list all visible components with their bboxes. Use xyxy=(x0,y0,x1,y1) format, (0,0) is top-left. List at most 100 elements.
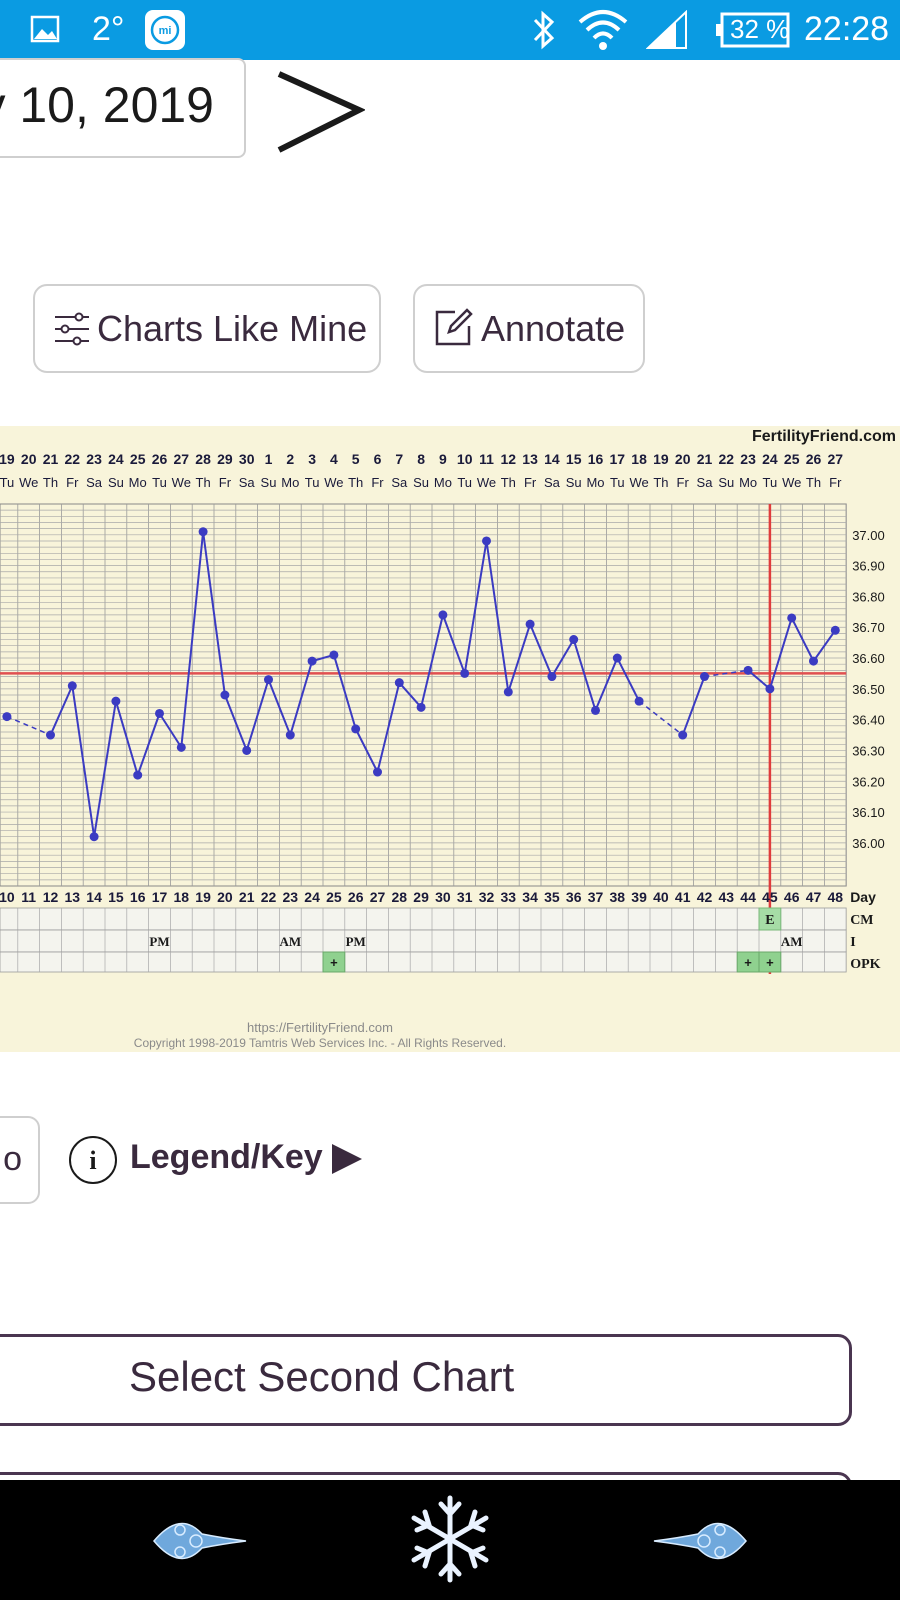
temperature-segment xyxy=(180,531,205,748)
temperature-segment xyxy=(376,682,401,773)
y-tick-label: 36.90 xyxy=(852,559,885,574)
cycle-day-label: 27 xyxy=(370,889,386,905)
cycle-day-label: 28 xyxy=(392,889,408,905)
temperature-point xyxy=(111,696,121,706)
info-icon[interactable]: i xyxy=(68,1135,118,1185)
date-label: 3 xyxy=(308,451,316,467)
intercourse-value: PM xyxy=(149,934,169,949)
date-label: 22 xyxy=(65,451,81,467)
ornament-left-icon[interactable] xyxy=(150,1504,250,1578)
cycle-day-label: 42 xyxy=(697,889,713,905)
y-tick-label: 36.20 xyxy=(852,774,885,789)
cycle-day-label: 12 xyxy=(43,889,59,905)
weekday-label: Su xyxy=(261,475,277,490)
cycle-day-label: 38 xyxy=(610,889,626,905)
weekday-label: Tu xyxy=(0,475,14,490)
temperature-segment xyxy=(354,728,379,773)
weekday-label: Sa xyxy=(544,475,561,490)
temperature-segment xyxy=(158,712,183,748)
date-label: 19 xyxy=(653,451,669,467)
weekday-label: Tu xyxy=(610,475,625,490)
ornament-right-icon[interactable] xyxy=(650,1504,750,1578)
temperature-point xyxy=(198,527,208,537)
temperature-point xyxy=(743,665,753,675)
temperature-segment xyxy=(572,639,597,711)
annotate-label: Annotate xyxy=(481,308,626,349)
weekday-label: Fr xyxy=(677,475,690,490)
opk-value: + xyxy=(766,955,774,970)
legend-key-link[interactable]: Legend/Key xyxy=(130,1138,323,1176)
cycle-day-label: 14 xyxy=(86,889,102,905)
svg-text:i: i xyxy=(89,1146,96,1175)
charts-like-mine-label: Charts Like Mine xyxy=(97,308,368,349)
cycle-day-label: 21 xyxy=(239,889,255,905)
temperature-point xyxy=(547,672,557,682)
weekday-label: Mo xyxy=(739,475,757,490)
date-label: 21 xyxy=(697,451,713,467)
date-label: 13 xyxy=(522,451,538,467)
cycle-day-label: 35 xyxy=(544,889,560,905)
date-label: 24 xyxy=(762,451,778,467)
cycle-day-label: 10 xyxy=(0,889,15,905)
temperature-segment xyxy=(616,657,640,702)
date-label: 25 xyxy=(784,451,800,467)
snowflake-icon[interactable] xyxy=(405,1494,495,1584)
weekday-label: We xyxy=(629,475,648,490)
temperature-segment xyxy=(202,531,226,696)
weekday-label: Fr xyxy=(371,475,384,490)
cycle-day-label: 11 xyxy=(21,889,36,905)
cycle-day-label: 37 xyxy=(588,889,604,905)
signal-icon xyxy=(646,10,687,49)
y-tick-label: 36.10 xyxy=(852,805,885,820)
temperature-point xyxy=(176,742,186,752)
weekday-label: We xyxy=(477,475,496,490)
mi-app-icon: mi xyxy=(145,10,185,50)
temperature-segment-dashed xyxy=(6,715,51,736)
chart-footer-copyright: Copyright 1998-2019 Tamtris Web Services… xyxy=(133,1036,507,1050)
chevron-right-icon[interactable] xyxy=(275,70,365,156)
play-arrow-icon[interactable] xyxy=(330,1142,364,1176)
date-label: 15 xyxy=(566,451,582,467)
weekday-label: Fr xyxy=(66,475,79,490)
temperature-point xyxy=(285,730,295,740)
temperature-point xyxy=(460,668,470,678)
cycle-day-label: 43 xyxy=(719,889,735,905)
weekday-label: Mo xyxy=(281,475,299,490)
cycle-day-label: 17 xyxy=(152,889,168,905)
bbt-chart: FertilityFriend.com 19 20 21 22 23 24 25 26 27 28… xyxy=(0,426,900,1052)
temperature-point xyxy=(67,681,77,691)
weekday-label: We xyxy=(324,475,343,490)
opk-value: + xyxy=(744,955,752,970)
temperature-point xyxy=(525,619,535,629)
temperature-segment xyxy=(529,623,553,677)
cycle-day-label: 41 xyxy=(675,889,691,905)
battery-percent: 32 % xyxy=(730,14,790,44)
date-label: 18 xyxy=(631,451,647,467)
weekday-label: Sa xyxy=(239,475,256,490)
bbt-chart-svg: 19 20 21 22 23 24 25 26 27 28 29 30 1 2 3 4 5 6 7 8 9 10 11 12 1… xyxy=(0,451,885,974)
y-tick-label: 36.70 xyxy=(852,620,885,635)
intercourse-value: AM xyxy=(279,934,301,949)
temperature-segment xyxy=(594,657,619,711)
temperature-segment xyxy=(114,700,139,776)
temperature-segment xyxy=(267,679,292,736)
date-label: 16 xyxy=(588,451,604,467)
previous-button[interactable]: o xyxy=(0,1116,40,1204)
date-label: 23 xyxy=(86,451,102,467)
weekday-label: Sa xyxy=(86,475,103,490)
sliders-icon xyxy=(55,312,89,346)
cycle-day-label: 15 xyxy=(108,889,124,905)
cycle-day-label: 29 xyxy=(413,889,429,905)
y-tick-label: 36.60 xyxy=(852,651,885,666)
cycle-day-label: 13 xyxy=(65,889,81,905)
weekday-label: Sa xyxy=(697,475,714,490)
annotate-button[interactable]: Annotate xyxy=(413,284,645,373)
temperature-readout: 2° xyxy=(92,10,125,48)
charts-like-mine-button[interactable]: Charts Like Mine xyxy=(33,284,381,373)
date-label: 26 xyxy=(152,451,168,467)
date-text: y 10, 2019 xyxy=(0,77,214,133)
select-second-chart-button[interactable]: Select Second Chart xyxy=(0,1334,852,1426)
temperature-point xyxy=(416,702,426,712)
date-selector[interactable]: y 10, 2019 xyxy=(0,58,246,158)
temperature-point xyxy=(482,536,491,546)
